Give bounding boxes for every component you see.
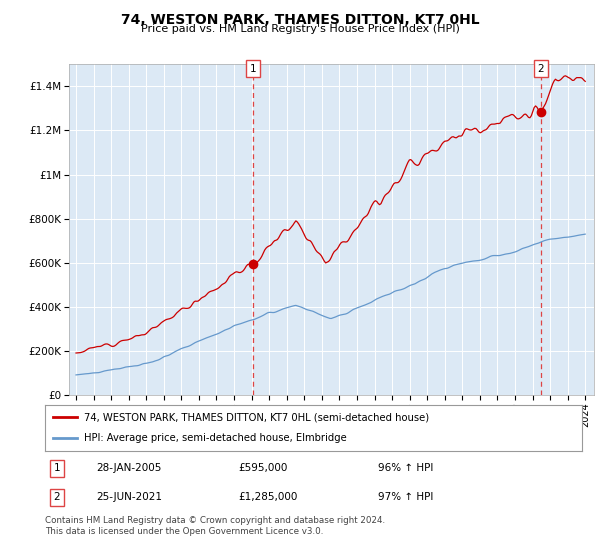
Text: 97% ↑ HPI: 97% ↑ HPI bbox=[378, 492, 433, 502]
Text: £595,000: £595,000 bbox=[238, 463, 287, 473]
Text: Price paid vs. HM Land Registry's House Price Index (HPI): Price paid vs. HM Land Registry's House … bbox=[140, 24, 460, 34]
Text: Contains HM Land Registry data © Crown copyright and database right 2024.
This d: Contains HM Land Registry data © Crown c… bbox=[45, 516, 385, 536]
Text: 74, WESTON PARK, THAMES DITTON, KT7 0HL: 74, WESTON PARK, THAMES DITTON, KT7 0HL bbox=[121, 13, 479, 27]
Text: HPI: Average price, semi-detached house, Elmbridge: HPI: Average price, semi-detached house,… bbox=[83, 433, 346, 444]
Text: 1: 1 bbox=[250, 64, 256, 74]
Text: £1,285,000: £1,285,000 bbox=[238, 492, 298, 502]
Text: 96% ↑ HPI: 96% ↑ HPI bbox=[378, 463, 433, 473]
Text: 2: 2 bbox=[53, 492, 60, 502]
Text: 1: 1 bbox=[53, 463, 60, 473]
Text: 25-JUN-2021: 25-JUN-2021 bbox=[96, 492, 162, 502]
Text: 2: 2 bbox=[538, 64, 544, 74]
Text: 28-JAN-2005: 28-JAN-2005 bbox=[96, 463, 161, 473]
Text: 74, WESTON PARK, THAMES DITTON, KT7 0HL (semi-detached house): 74, WESTON PARK, THAMES DITTON, KT7 0HL … bbox=[83, 412, 429, 422]
